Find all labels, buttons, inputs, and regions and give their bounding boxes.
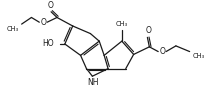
Text: CH₃: CH₃: [192, 54, 204, 59]
Text: O: O: [40, 18, 46, 27]
Text: HO: HO: [42, 39, 54, 49]
Text: NH: NH: [87, 78, 99, 87]
Text: O: O: [47, 1, 53, 10]
Text: O: O: [145, 26, 151, 35]
Text: O: O: [158, 47, 164, 56]
Text: CH₃: CH₃: [115, 21, 127, 27]
Text: CH₃: CH₃: [7, 26, 19, 32]
